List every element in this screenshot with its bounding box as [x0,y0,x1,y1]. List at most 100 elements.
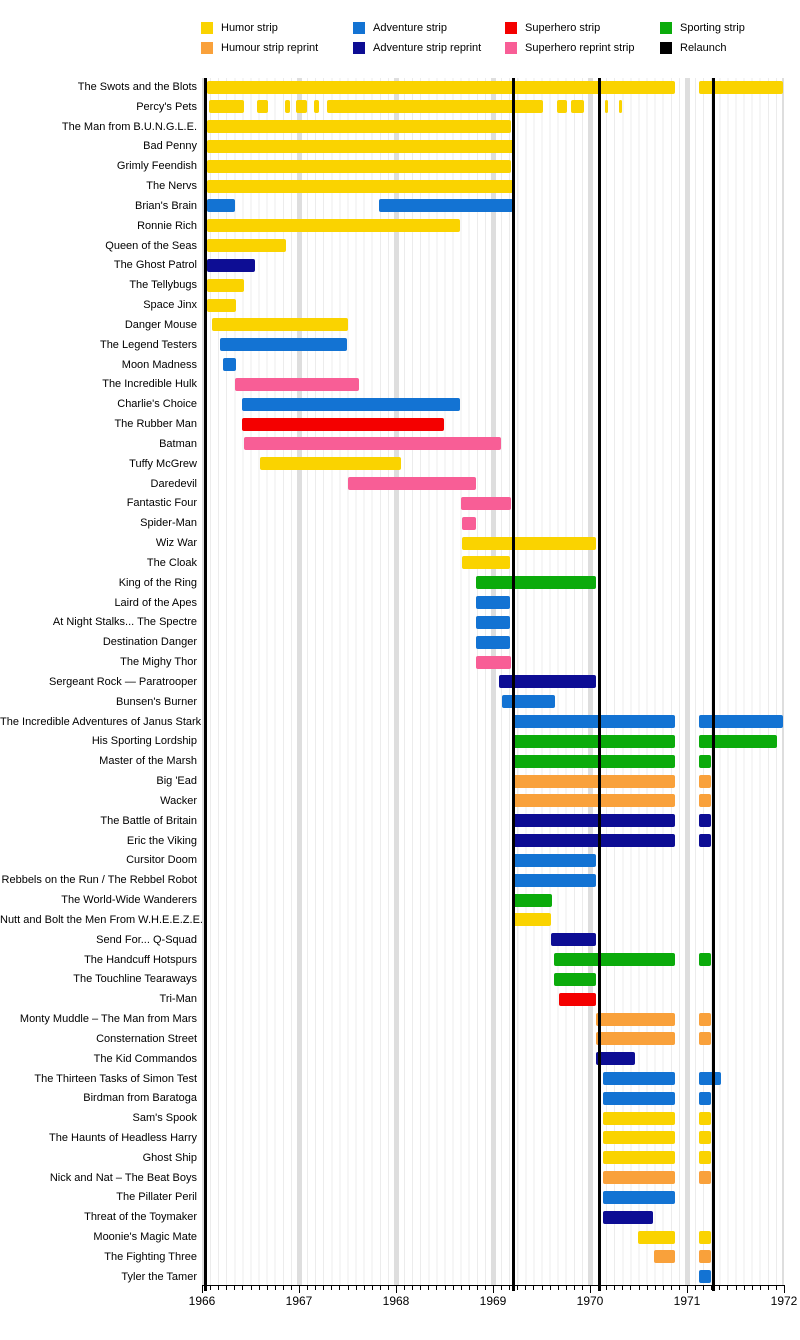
timeline-bar [462,556,510,570]
row-label: The World-Wide Wanderers [61,894,197,907]
x-axis-minor-tick [557,1285,559,1290]
axis-year-label: 1968 [382,1294,410,1308]
x-axis-minor-tick [476,1285,478,1290]
timeline-bar [235,377,360,391]
row-label: Nutt and Bolt the Men From W.H.E.E.Z.E. [0,913,203,926]
x-axis-minor-tick [727,1285,729,1290]
axis-year-label: 1970 [576,1294,604,1308]
timeline-bar [257,100,268,114]
axis-year-label: 1969 [479,1294,507,1308]
x-axis-minor-tick [452,1285,454,1290]
row-label: The Handcuff Hotspurs [84,953,197,966]
timeline-bar [595,1052,635,1066]
timeline-bar [513,834,676,848]
x-axis-minor-tick [379,1285,381,1290]
legend-label: Superhero reprint strip [525,42,635,54]
x-axis-minor-tick [274,1285,276,1290]
legend-label: Adventure strip reprint [373,42,482,54]
timeline-bar [220,338,348,352]
row-label: Send For... Q-Squad [96,933,197,946]
legend-label: Relaunch [680,42,727,54]
row-label: Bad Penny [143,140,197,153]
timeline-bar [698,1032,712,1046]
timeline-bar [698,1230,712,1244]
timeline-bar [698,734,778,748]
legend: Humor strip Humour strip reprint Adventure… [0,0,800,64]
timeline-bar [327,100,544,114]
relaunch-line [598,78,602,1291]
legend-swatch-adventure [353,22,365,34]
x-axis-minor-tick [315,1285,317,1290]
x-axis-minor-tick [533,1285,535,1290]
x-axis-minor-tick [509,1285,511,1290]
x-axis-minor-tick [363,1285,365,1290]
x-axis-minor-tick [468,1285,470,1290]
x-axis-major-tick [202,1285,203,1293]
timeline-bar [513,715,676,729]
timeline-bar [206,219,460,233]
timeline-bar [698,1250,712,1264]
x-axis-minor-tick [218,1285,220,1290]
timeline-bar [570,100,585,114]
x-axis-minor-tick [614,1285,616,1290]
x-axis-minor-tick [638,1285,640,1290]
relaunch-line [711,78,715,1291]
x-axis-minor-tick [387,1285,389,1290]
x-axis-minor-tick [412,1285,414,1290]
timeline-bar [513,814,676,828]
timeline-bar [559,992,596,1006]
timeline-bar [475,635,510,649]
x-axis-minor-tick [517,1285,519,1290]
timeline-bar [206,278,244,292]
row-label: Batman [159,437,197,450]
x-axis-minor-tick [646,1285,648,1290]
legend-swatch-adventure_reprint [353,42,365,54]
x-axis-major-tick [590,1285,591,1293]
timeline-bar [595,1032,676,1046]
timeline-bar [554,972,596,986]
row-label: Tuffy McGrew [129,457,197,470]
legend-label: Sporting strip [680,22,745,34]
x-axis-major-tick [493,1285,494,1293]
row-label: Monty Muddle – The Man from Mars [19,1013,197,1025]
timeline-bar [637,1230,676,1244]
axis-year-label: 1972 [770,1294,798,1308]
x-axis-minor-tick [290,1285,292,1290]
x-axis-minor-tick [751,1285,753,1290]
timeline-bar [604,100,609,114]
x-axis-minor-tick [436,1285,438,1290]
x-axis-major-tick [784,1285,785,1293]
axis-year-label: 1967 [285,1294,313,1308]
legend-label: Humour strip reprint [221,42,319,54]
timeline-bar [206,179,514,193]
row-label: Tyler the Tamer [121,1270,197,1283]
timeline-bar [462,516,476,530]
timeline-bar [698,814,712,828]
timeline-bar [206,298,236,312]
timeline-bar [602,1210,653,1224]
row-label: The Haunts of Headless Harry [49,1131,197,1144]
x-axis-minor-tick [404,1285,406,1290]
x-axis-major-tick [299,1285,300,1293]
timeline-bar [554,953,676,967]
x-axis-major-tick [687,1285,688,1293]
row-label: Sergeant Rock — Paratrooper [49,675,197,688]
row-label: The Pillater Peril [116,1191,197,1204]
x-axis-minor-tick [266,1285,268,1290]
row-label: Moon Madness [121,358,197,371]
x-axis-minor-tick [541,1285,543,1290]
row-label: Percy's Pets [136,100,197,113]
row-label: Destination Danger [102,636,197,649]
axis-year-label: 1971 [673,1294,701,1308]
row-label: The Cloak [146,556,197,569]
x-axis-minor-tick [307,1285,309,1290]
row-label: The Mighy Thor [120,656,197,669]
legend-label: Superhero strip [525,22,601,34]
legend-label: Adventure strip [373,22,447,34]
x-axis-minor-tick [759,1285,761,1290]
x-axis-minor-tick [719,1285,721,1290]
x-axis-minor-tick [444,1285,446,1290]
timeline-bar [602,1091,676,1105]
timeline-bar [513,754,676,768]
x-axis-minor-tick [654,1285,656,1290]
